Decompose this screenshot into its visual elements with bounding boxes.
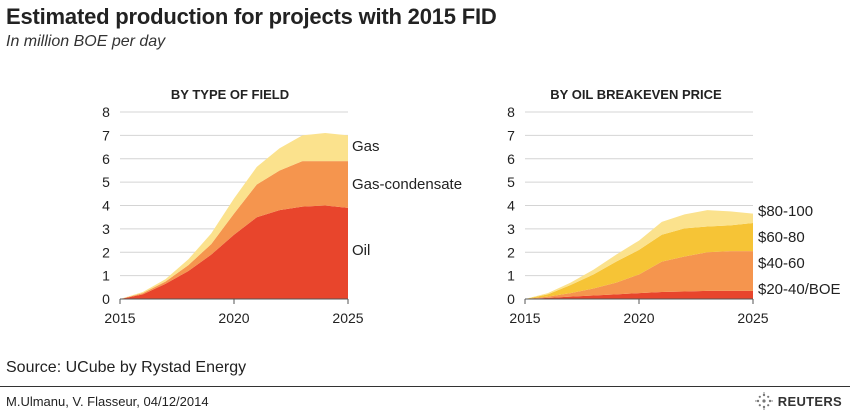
area-series-1 [120,205,348,299]
y-tick-label: 7 [507,127,515,143]
y-tick-label: 8 [102,104,110,120]
y-tick-label: 2 [102,244,110,260]
x-tick-label: 2015 [104,310,135,326]
y-tick-label: 3 [102,221,110,237]
x-tick-label: 2025 [737,310,768,326]
series-label: $40-60 [758,255,805,272]
y-tick-label: 4 [102,198,110,214]
series-label: $20-40/BOE [758,281,841,298]
y-tick-label: 7 [102,127,110,143]
y-tick-label: 8 [507,104,515,120]
source-note: Source: UCube by Rystad Energy [6,359,247,376]
y-tick-label: 3 [507,221,515,237]
panel-title: BY OIL BREAKEVEN PRICE [550,87,722,102]
footer-divider [0,386,850,387]
series-label: Gas [352,138,380,155]
chart-panel-2: BY OIL BREAKEVEN PRICE 0 1 2 3 4 5 6 7 8 2015 2020 2… [507,87,840,326]
y-tick-label: 1 [102,268,110,284]
y-tick-label: 5 [102,174,110,190]
series-label: Gas-condensate [352,176,462,193]
chart-subtitle: In million BOE per day [6,33,166,50]
x-tick-label: 2015 [509,310,540,326]
y-tick-label: 2 [507,244,515,260]
y-tick-label: 6 [102,151,110,167]
series-label: $80-100 [758,203,813,220]
area-series-4 [525,210,753,299]
series-label: $60-80 [758,229,805,246]
area-series-3 [525,223,753,299]
y-tick-label: 0 [507,291,515,307]
y-tick-label: 0 [102,291,110,307]
panel-title: BY TYPE OF FIELD [171,87,289,102]
area-series-2 [525,251,753,299]
y-tick-label: 1 [507,268,515,284]
area-series-1 [525,290,753,299]
series-label: Oil [352,242,370,259]
x-tick-label: 2025 [332,310,363,326]
area-series-2 [120,161,348,299]
y-tick-label: 6 [507,151,515,167]
reuters-logo: REUTERS [754,392,842,410]
chart-title: Estimated production for projects with 2… [6,4,497,29]
y-tick-label: 5 [507,174,515,190]
area-series-3 [120,133,348,299]
x-tick-label: 2020 [623,310,654,326]
credit-line: M.Ulmanu, V. Flasseur, 04/12/2014 [6,394,209,409]
reuters-logo-icon [754,392,773,410]
y-tick-label: 4 [507,198,515,214]
reuters-logo-text: REUTERS [777,393,842,409]
chart-panel-1: BY TYPE OF FIELD 0 1 2 3 4 5 6 7 8 2015 2020 2025 Oil… [102,87,462,326]
x-tick-label: 2020 [218,310,249,326]
